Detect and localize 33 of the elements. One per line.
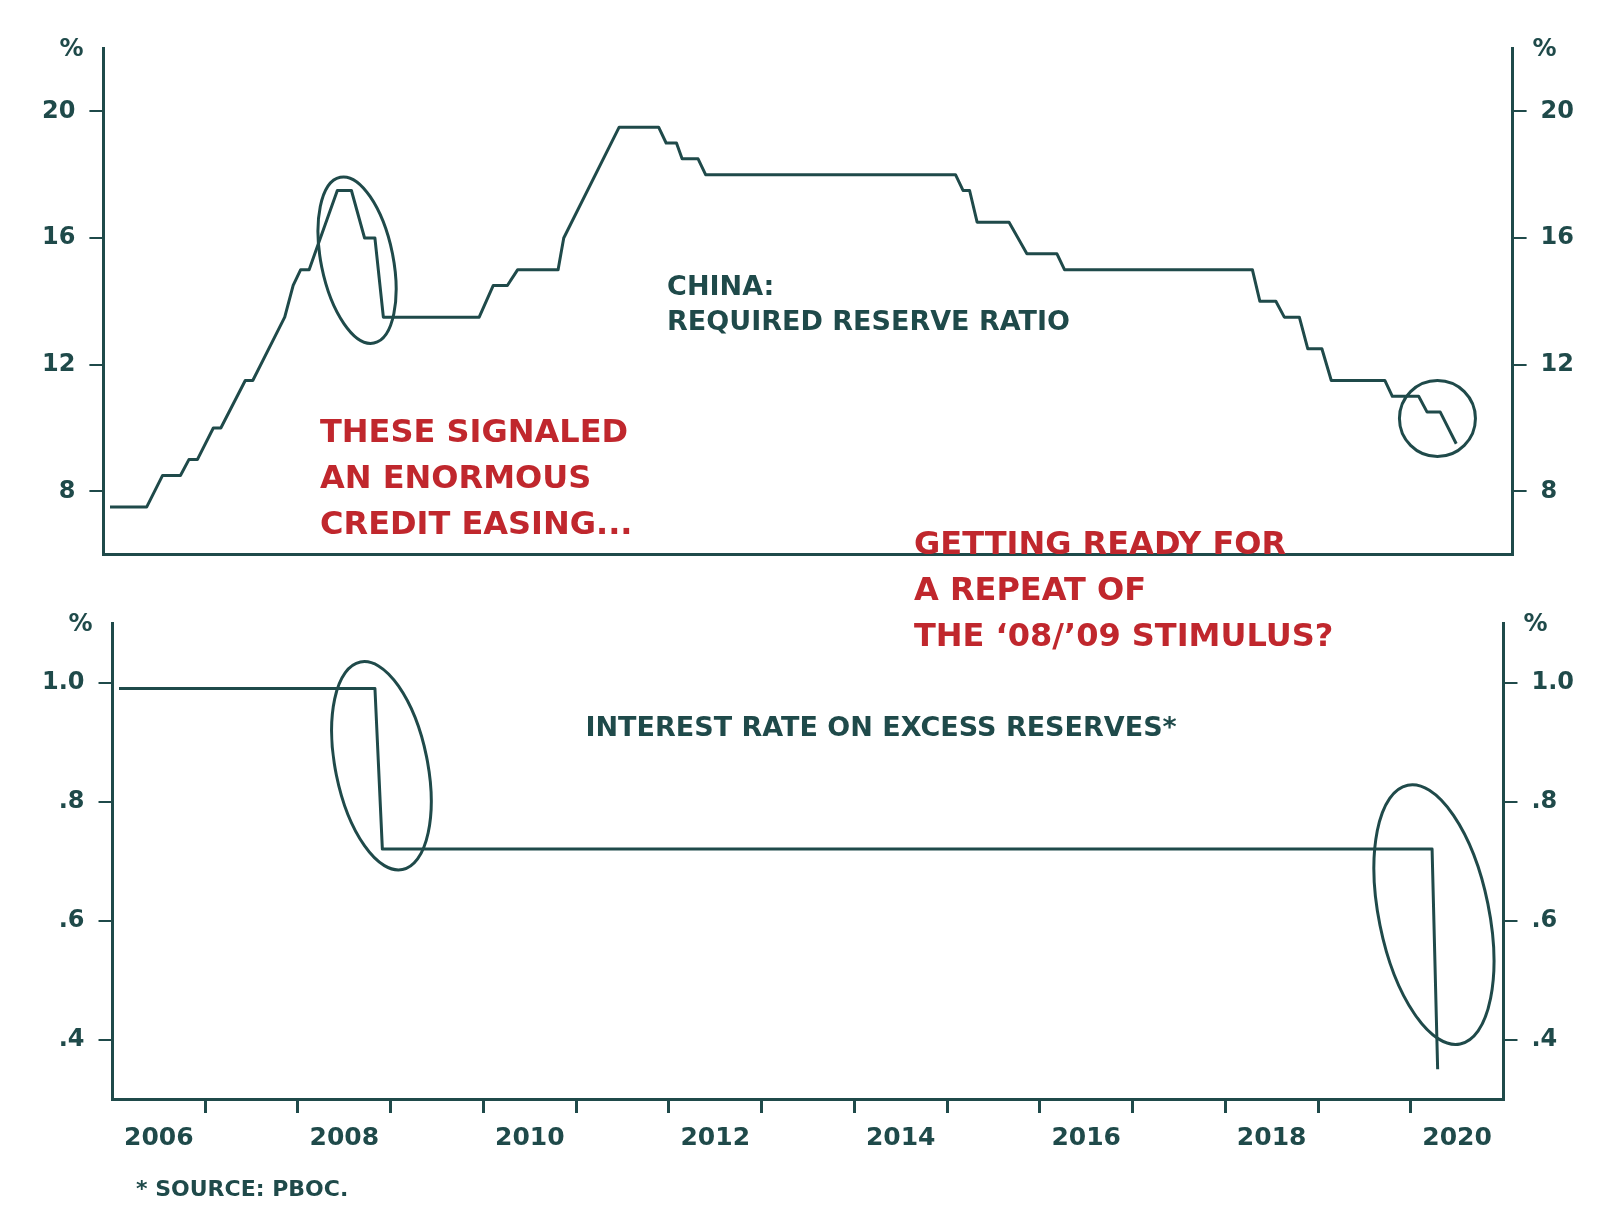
- x-tick-label: 2016: [1051, 1121, 1121, 1151]
- y-tick-label: .6: [58, 904, 85, 933]
- y2-tick-label: .4: [1531, 1023, 1558, 1052]
- y-axis-title: %: [59, 34, 84, 63]
- y2-tick-label: 20: [1540, 95, 1575, 124]
- x-tick-label: 2020: [1422, 1121, 1492, 1151]
- y2-tick-label: 1.0: [1531, 666, 1574, 695]
- x-tick-label: 2006: [124, 1121, 194, 1151]
- y2-tick-label: 8: [1540, 475, 1558, 504]
- y-tick-label: 1.0: [42, 666, 85, 695]
- y-tick-label: 16: [41, 222, 76, 251]
- x-tick-label: 2014: [865, 1121, 936, 1151]
- y-tick-label: 12: [41, 348, 76, 377]
- annotation: GETTING READY FOR A REPEAT OF THE ‘08/’09 STIMULUS?: [914, 523, 1334, 656]
- x-tick-label: 2018: [1236, 1121, 1307, 1151]
- y2-tick-label: .8: [1531, 785, 1558, 814]
- x-tick-label: 2012: [680, 1121, 751, 1151]
- y2-tick-label: 12: [1540, 348, 1575, 377]
- series-label: CHINA: REQUIRED RESERVE RATIO: [667, 269, 1070, 336]
- y-tick-label: .8: [58, 785, 85, 814]
- y2-axis-title: %: [1523, 609, 1548, 638]
- x-tick-label: 2008: [309, 1121, 380, 1151]
- y2-tick-label: .6: [1531, 904, 1558, 933]
- y2-tick-label: 16: [1540, 222, 1575, 251]
- y-axis-title: %: [68, 609, 93, 638]
- annotation: THESE SIGNALED AN ENORMOUS CREDIT EASING...: [320, 411, 633, 544]
- text: * SOURCE: PBOC.: [136, 1176, 349, 1202]
- y-tick-label: 8: [58, 475, 76, 504]
- x-tick-label: 2010: [495, 1121, 565, 1151]
- y2-axis-title: %: [1532, 34, 1557, 63]
- text: INTEREST RATE ON EXCESS RESERVES*: [585, 710, 1177, 742]
- y-tick-label: 20: [41, 95, 76, 124]
- y-tick-label: .4: [58, 1023, 85, 1052]
